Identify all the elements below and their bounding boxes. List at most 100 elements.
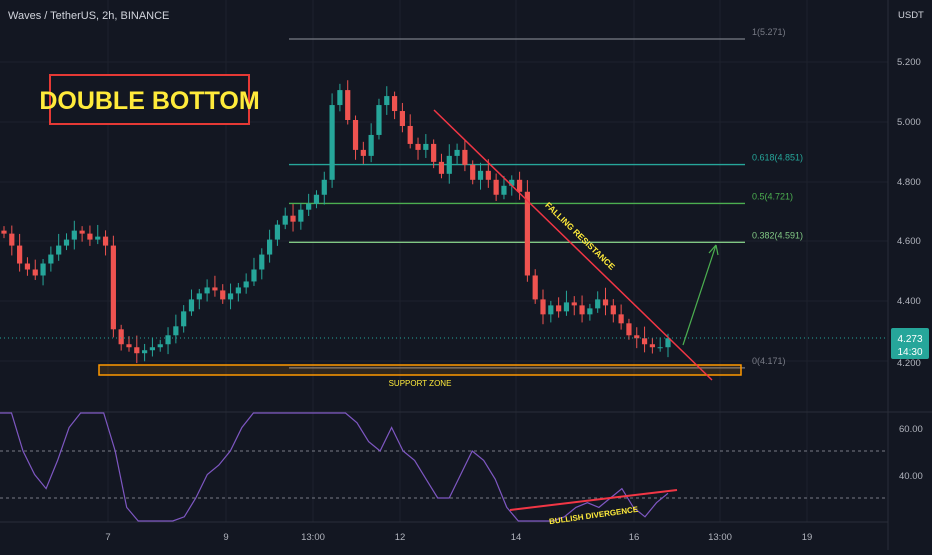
candle-body xyxy=(501,185,507,195)
candle-body xyxy=(399,111,405,126)
candle-body xyxy=(267,239,273,255)
time-tick: 16 xyxy=(629,532,640,543)
candle-body xyxy=(165,335,171,345)
rsi-line xyxy=(0,412,669,522)
candle-body xyxy=(384,96,390,106)
candle-body xyxy=(337,90,343,106)
candle-body xyxy=(40,263,46,276)
candle-body xyxy=(415,143,421,150)
currency-label: USDT xyxy=(898,10,924,21)
candle-body xyxy=(438,161,445,174)
title-box-label: DOUBLE BOTTOM xyxy=(39,87,259,115)
candle-body xyxy=(407,125,413,144)
candle-body xyxy=(290,215,296,222)
candle-body xyxy=(17,245,23,264)
candle-body xyxy=(493,179,499,195)
last-price-value: 4.273 xyxy=(897,334,922,345)
symbol-header: Waves / TetherUS, 2h, BINANCE xyxy=(8,10,169,22)
candle-body xyxy=(610,305,616,315)
fib-level-label: 0.5(4.721) xyxy=(752,191,793,201)
candle-body xyxy=(321,179,327,195)
candle-body xyxy=(87,233,93,240)
candle-body xyxy=(548,305,554,315)
candle-body xyxy=(204,287,210,294)
candle-body xyxy=(649,344,655,348)
candle-body xyxy=(282,215,288,225)
candle-body xyxy=(71,230,77,240)
candle-body xyxy=(587,308,593,315)
fib-level-label: 0.618(4.851) xyxy=(752,153,803,163)
candle-body xyxy=(579,305,585,315)
last-price-badge xyxy=(891,328,929,359)
candle-body xyxy=(251,269,257,282)
time-tick: 12 xyxy=(395,532,406,543)
candle-body xyxy=(423,143,429,150)
price-tick: 5.000 xyxy=(897,117,921,128)
candle-body xyxy=(102,236,109,246)
candle-body xyxy=(532,275,538,300)
candle-body xyxy=(540,299,546,315)
rsi-tick: 40.00 xyxy=(899,471,923,482)
time-tick: 13:00 xyxy=(708,532,732,543)
candle-body xyxy=(212,287,218,291)
time-axis[interactable]: 7 9 13:00 12 14 16 13:00 19 xyxy=(105,532,812,543)
price-tick: 4.600 xyxy=(897,236,921,247)
projection-arrow-head xyxy=(708,244,719,256)
time-tick: 9 xyxy=(223,532,228,543)
candle-body xyxy=(516,179,523,192)
divergence-line[interactable] xyxy=(509,489,678,511)
bar-countdown: 14:30 xyxy=(897,347,922,358)
candle-body xyxy=(329,105,335,180)
fib-retracement[interactable]: 1(5.271) 0.618(4.851) 0.5(4.721) 0.382(4.59… xyxy=(289,27,803,369)
candle-body xyxy=(118,329,124,345)
candle-body xyxy=(157,344,163,348)
projection-arrow-line[interactable] xyxy=(682,244,717,346)
price-axis[interactable]: 5.200 5.000 4.800 4.600 4.400 4.200 xyxy=(897,57,921,369)
candle-body xyxy=(24,263,31,270)
candle-body xyxy=(485,170,491,180)
candle-body xyxy=(391,96,398,112)
candle-body xyxy=(32,269,38,276)
candle-body xyxy=(571,302,577,306)
candle-body xyxy=(626,323,632,336)
candle-body xyxy=(196,293,202,300)
candle-body xyxy=(48,254,54,264)
candle-body xyxy=(454,149,460,156)
candle-body xyxy=(665,338,671,348)
candle-body xyxy=(110,245,116,330)
candle-body xyxy=(524,191,530,276)
time-tick: 13:00 xyxy=(301,532,325,543)
candle-body xyxy=(360,149,366,156)
support-zone-box[interactable] xyxy=(98,364,742,376)
candle-body xyxy=(79,230,85,234)
candle-body xyxy=(477,170,484,180)
candle-body xyxy=(142,350,148,354)
candle-body xyxy=(431,143,437,162)
price-tick: 4.200 xyxy=(897,358,921,369)
candle-body xyxy=(563,302,570,312)
candle-body xyxy=(181,311,187,327)
candle-body xyxy=(173,326,179,336)
rsi-tick: 60.00 xyxy=(899,424,923,435)
candle-body xyxy=(306,203,312,210)
time-tick: 14 xyxy=(511,532,522,543)
falling-resistance-line[interactable] xyxy=(433,109,713,381)
candle-body xyxy=(602,299,609,306)
price-tick: 4.400 xyxy=(897,296,921,307)
candle-body xyxy=(462,149,468,165)
candle-body xyxy=(618,314,624,324)
candle-body xyxy=(259,254,265,270)
candle-body xyxy=(368,134,374,156)
candle-body xyxy=(509,179,515,186)
candle-body xyxy=(345,90,351,120)
candle-body xyxy=(634,335,640,339)
fib-level-label: 1(5.271) xyxy=(752,27,786,37)
candle-body xyxy=(595,299,601,309)
title-box[interactable] xyxy=(49,74,250,125)
fib-level-label: 0.382(4.591) xyxy=(752,230,803,240)
candle-body xyxy=(56,245,62,255)
candle-body xyxy=(641,338,648,345)
support-zone-label: SUPPORT ZONE xyxy=(389,379,452,388)
